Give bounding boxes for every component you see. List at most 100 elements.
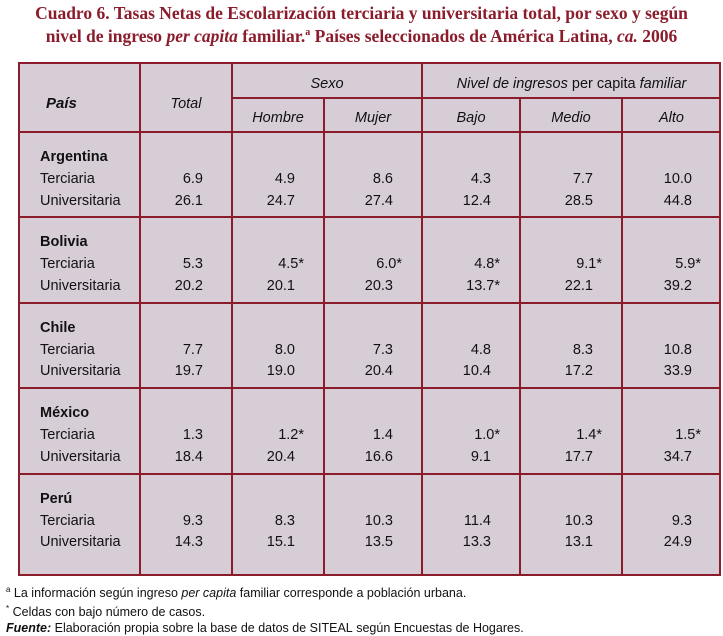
table-cell: 1.5* xyxy=(675,427,701,444)
row-label: Terciaria xyxy=(40,171,95,187)
row-label: Universitaria xyxy=(40,277,121,294)
header-total: Total xyxy=(170,96,202,112)
table-cell: 20.2 xyxy=(174,277,203,294)
country-name: México xyxy=(40,405,90,422)
table-cell: 13.5 xyxy=(364,534,393,551)
table-cell: 18.4 xyxy=(174,448,203,465)
row-label: Universitaria xyxy=(40,534,121,551)
footnote-a: a La información según ingreso per capit… xyxy=(6,582,524,601)
table-cell: 1.2* xyxy=(278,427,304,444)
title-line-2: nivel de ingreso per capita familiar.a P… xyxy=(0,25,723,48)
table-cell: 44.8 xyxy=(663,192,692,209)
table-cell: 20.3 xyxy=(364,277,393,294)
table-cell: 24.9 xyxy=(663,534,692,551)
data-table: País Total Sexo Hombre Mujer Nivel de in… xyxy=(18,62,721,576)
table-cell: 34.7 xyxy=(663,448,692,465)
table-cell: 20.1 xyxy=(266,277,295,294)
table-cell: 1.4 xyxy=(372,427,393,444)
table-cell: 24.7 xyxy=(266,192,295,209)
table-cell: 4.3 xyxy=(470,171,491,187)
footnote-text-italic: per capita xyxy=(181,586,237,601)
table-cell: 10.8 xyxy=(663,341,692,358)
title-seg-italic: ca. xyxy=(617,26,638,46)
row-label: Terciaria xyxy=(40,427,95,444)
table-cell: 7.3 xyxy=(372,341,393,358)
table-cell: 17.7 xyxy=(564,448,593,465)
footnote-mark-star: * xyxy=(6,604,10,614)
row-label: Universitaria xyxy=(40,363,121,380)
table-cell: 19.7 xyxy=(174,363,203,380)
column-divider xyxy=(323,97,325,574)
table-cell: 13.1 xyxy=(564,534,593,551)
header-subdivider xyxy=(231,97,719,99)
row-label: Terciaria xyxy=(40,512,95,529)
table-cell: 20.4 xyxy=(266,448,295,465)
footnote-source: Fuente: Elaboración propia sobre la base… xyxy=(6,620,524,636)
table-cell: 1.0* xyxy=(474,427,500,444)
column-divider xyxy=(231,64,233,574)
table-cell: 27.4 xyxy=(364,192,393,209)
country-name: Bolivia xyxy=(40,234,88,251)
column-divider xyxy=(139,64,141,574)
header-medio: Medio xyxy=(551,110,591,126)
title-seg-italic: per capita xyxy=(166,26,238,46)
header-bajo: Bajo xyxy=(456,110,486,126)
title-seg: nivel de ingreso xyxy=(45,26,167,46)
section-divider xyxy=(20,216,719,219)
table-cell: 19.0 xyxy=(266,363,295,380)
section-divider xyxy=(20,301,719,304)
table-cell: 8.0 xyxy=(274,341,295,358)
table-cell: 15.1 xyxy=(266,534,295,551)
footnote-text: según Encuestas de Hogares. xyxy=(352,621,524,636)
footnote-star: * Celdas con bajo número de casos. xyxy=(6,601,524,620)
header-pais: País xyxy=(46,95,77,112)
country-name: Chile xyxy=(40,319,76,336)
table-cell: 4.5* xyxy=(278,256,304,273)
header-nivel: Nivel de ingresos per capita familiar xyxy=(422,76,721,92)
header-nivel-a: Nivel de ingresos xyxy=(456,76,568,92)
footnote-text: Celdas con bajo número de casos. xyxy=(9,605,206,620)
table-cell: 8.6 xyxy=(372,171,393,187)
title-seg: familiar. xyxy=(237,26,306,46)
header-divider xyxy=(20,131,719,133)
table-cell: 26.1 xyxy=(174,192,203,209)
table-cell: 1.3 xyxy=(182,427,203,444)
table-cell: 5.9* xyxy=(675,256,701,273)
row-label: Terciaria xyxy=(40,341,95,358)
table-cell: 7.7 xyxy=(572,171,593,187)
footnote-mark-a: a xyxy=(6,585,11,594)
header-sexo: Sexo xyxy=(310,76,344,92)
footnote-text: familiar corresponde a población urbana. xyxy=(236,586,467,601)
table-cell: 8.3 xyxy=(572,341,593,358)
section-divider xyxy=(20,387,719,390)
footnotes: a La información según ingreso per capit… xyxy=(6,582,524,636)
country-name: Argentina xyxy=(40,149,108,165)
table-cell: 6.9 xyxy=(182,171,203,187)
column-divider xyxy=(621,97,623,574)
title-footnote-mark: a xyxy=(305,27,311,39)
table-cell: 9.1 xyxy=(470,448,491,465)
footnote-text: Elaboración propia sobre la base de dato… xyxy=(51,621,310,636)
table-cell: 20.4 xyxy=(364,363,393,380)
header-nivel-c: familiar xyxy=(639,76,687,92)
table-cell: 13.3 xyxy=(462,534,491,551)
table-cell: 4.9 xyxy=(274,171,295,187)
footnote-text: La información según ingreso xyxy=(10,586,182,601)
table-cell: 8.3 xyxy=(274,512,295,529)
table-cell: 33.9 xyxy=(663,363,692,380)
table-cell: 12.4 xyxy=(462,192,491,209)
title-seg: Países seleccionados de América Latina, xyxy=(310,26,617,46)
table-cell: 13.7* xyxy=(466,277,500,294)
table-title: Cuadro 6. Tasas Netas de Escolarización … xyxy=(0,2,723,48)
column-divider xyxy=(519,97,521,574)
table-cell: 22.1 xyxy=(564,277,593,294)
table-cell: 10.0 xyxy=(663,171,692,187)
table-cell: 39.2 xyxy=(663,277,692,294)
row-label: Universitaria xyxy=(40,192,121,209)
table-cell: 5.3 xyxy=(182,256,203,273)
title-line-1: Cuadro 6. Tasas Netas de Escolarización … xyxy=(35,3,688,23)
source-siteal: SITEAL xyxy=(309,621,353,636)
row-label: Universitaria xyxy=(40,448,121,465)
section-divider xyxy=(20,472,719,475)
header-alto: Alto xyxy=(659,110,684,126)
